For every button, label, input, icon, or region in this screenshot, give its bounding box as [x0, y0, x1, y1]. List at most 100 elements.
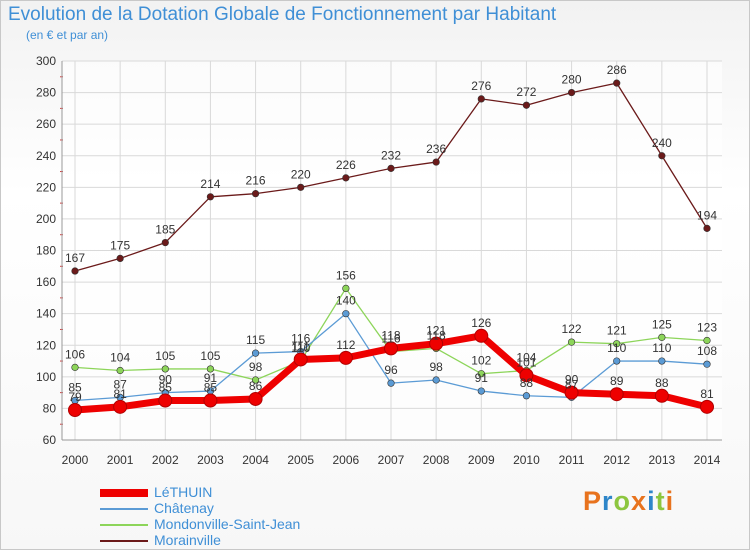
data-point — [297, 183, 305, 191]
data-point — [342, 310, 350, 318]
data-point — [203, 393, 218, 408]
data-label: 240 — [652, 136, 672, 150]
data-label: 91 — [475, 371, 489, 385]
data-point — [248, 391, 263, 406]
data-point — [658, 333, 666, 341]
data-label: 88 — [655, 376, 669, 390]
data-label: 125 — [652, 317, 672, 331]
legend-label: Morainville — [154, 532, 221, 548]
x-tick-label: 2006 — [333, 453, 360, 467]
data-label: 116 — [291, 332, 310, 346]
logo-letter: o — [613, 486, 632, 516]
logo-letter: P — [583, 486, 603, 516]
data-label: 121 — [426, 324, 446, 338]
data-label: 112 — [336, 338, 355, 352]
data-label: 156 — [336, 268, 356, 282]
data-label: 214 — [200, 177, 220, 191]
data-label: 108 — [697, 344, 717, 358]
legend-swatch — [100, 508, 148, 510]
x-tick-label: 2004 — [242, 453, 269, 467]
data-point — [206, 193, 215, 201]
data-point — [338, 350, 353, 365]
x-tick-label: 2007 — [378, 453, 405, 467]
data-label: 79 — [68, 390, 82, 404]
logo-letter: r — [602, 486, 614, 516]
data-point — [477, 387, 485, 395]
data-point — [477, 95, 485, 103]
data-label: 96 — [384, 363, 398, 377]
data-label: 105 — [155, 349, 175, 363]
data-label: 87 — [565, 377, 579, 391]
data-label: 280 — [562, 73, 582, 87]
data-label: 115 — [246, 333, 265, 347]
x-tick-label: 2009 — [468, 453, 495, 467]
data-label: 118 — [381, 328, 400, 342]
chart-subtitle: (en € et par an) — [26, 28, 109, 42]
data-label: 87 — [113, 377, 127, 391]
data-point — [251, 349, 260, 357]
logo-letter: x — [631, 486, 648, 516]
data-point — [564, 385, 579, 400]
data-point — [567, 338, 576, 346]
data-point — [161, 365, 169, 373]
data-label: 81 — [700, 387, 714, 401]
x-tick-label: 2005 — [287, 453, 314, 467]
data-label: 216 — [246, 174, 266, 188]
data-label: 104 — [516, 351, 536, 365]
data-point — [384, 341, 398, 356]
x-tick-label: 2008 — [423, 453, 450, 467]
y-tick-label: 80 — [43, 401, 57, 415]
data-point — [658, 152, 666, 160]
data-point — [654, 388, 669, 403]
data-point — [613, 340, 621, 348]
data-label: 232 — [381, 148, 401, 162]
data-label: 86 — [249, 379, 263, 393]
data-point — [432, 158, 440, 166]
data-label: 118 — [427, 328, 446, 342]
x-tick-label: 2003 — [197, 453, 224, 467]
data-point — [387, 379, 395, 387]
data-label: 122 — [562, 322, 582, 336]
data-label: 106 — [65, 347, 85, 361]
data-label: 167 — [65, 251, 85, 265]
data-label: 220 — [291, 167, 311, 181]
data-point — [206, 365, 215, 373]
data-label: 81 — [113, 387, 127, 401]
x-tick-label: 2002 — [152, 453, 179, 467]
data-label: 104 — [110, 351, 130, 365]
data-point — [477, 370, 485, 378]
x-tick-label: 2011 — [559, 453, 585, 467]
data-point — [342, 284, 350, 293]
data-label: 89 — [610, 374, 624, 388]
chart-title: Evolution de la Dotation Globale de Fonc… — [8, 4, 557, 25]
data-label: 194 — [697, 208, 717, 222]
logo-letter: t — [655, 486, 666, 516]
data-point — [519, 368, 534, 383]
data-label: 101 — [516, 355, 536, 369]
data-point — [429, 336, 444, 351]
legend-label: Châtenay — [154, 500, 214, 516]
data-point — [658, 357, 666, 365]
legend-swatch — [100, 524, 148, 526]
data-label: 272 — [516, 85, 536, 99]
data-label: 85 — [204, 381, 218, 395]
data-label: 110 — [607, 341, 626, 355]
data-point — [703, 224, 711, 232]
y-tick-label: 300 — [36, 54, 56, 68]
data-point — [703, 360, 711, 368]
data-point — [251, 190, 260, 198]
data-label: 185 — [155, 223, 175, 237]
y-tick-label: 60 — [43, 433, 57, 447]
data-point — [522, 392, 531, 400]
data-point — [71, 267, 79, 275]
y-tick-label: 120 — [36, 338, 56, 352]
data-point — [71, 363, 79, 371]
data-point — [116, 254, 124, 262]
data-point — [161, 239, 169, 247]
x-tick-label: 2000 — [62, 453, 89, 467]
data-label: 286 — [607, 63, 627, 77]
x-tick-label: 2013 — [649, 453, 676, 467]
data-label: 226 — [336, 158, 356, 172]
data-label: 102 — [471, 354, 491, 368]
